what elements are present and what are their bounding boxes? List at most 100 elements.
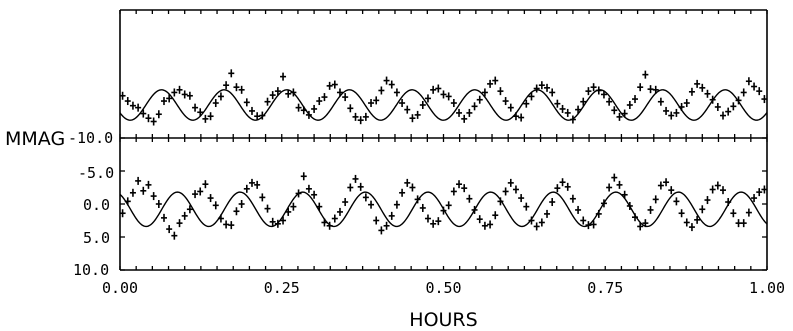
lower-data-point — [616, 180, 623, 189]
lower-data-point — [450, 187, 457, 196]
upper-data-point — [373, 96, 380, 105]
upper-data-point — [647, 85, 654, 94]
lower-data-point — [347, 183, 354, 192]
upper-data-point — [176, 85, 183, 94]
upper-data-point — [129, 101, 136, 110]
lower-data-point — [704, 196, 711, 205]
upper-data-point — [533, 84, 540, 93]
lower-data-point — [637, 222, 644, 231]
upper-data-point — [549, 88, 556, 97]
upper-data-point — [202, 114, 209, 123]
upper-data-point — [673, 108, 680, 117]
lower-data-point — [466, 194, 473, 203]
upper-data-point — [476, 95, 483, 104]
upper-data-point — [735, 96, 742, 105]
upper-data-point — [295, 103, 302, 112]
lower-data-point — [600, 199, 607, 208]
upper-data-point — [725, 107, 732, 116]
lower-data-point — [238, 200, 245, 208]
lower-data-point — [538, 218, 545, 227]
upper-data-point — [611, 106, 618, 115]
lower-data-point — [507, 178, 514, 187]
lower-data-point — [129, 188, 136, 197]
upper-data-point — [559, 104, 566, 113]
upper-data-point — [538, 81, 545, 90]
upper-data-point — [357, 116, 364, 125]
lower-data-point — [419, 203, 426, 212]
upper-data-point — [305, 110, 312, 119]
upper-data-point — [600, 90, 607, 99]
lower-data-point — [678, 209, 685, 218]
lower-data-point — [378, 226, 385, 235]
lower-data-point — [497, 197, 504, 206]
lower-data-point — [409, 183, 416, 192]
lower-data-point — [362, 193, 369, 202]
y-tick-label: -5.0 — [78, 164, 114, 182]
upper-data-point — [388, 80, 395, 89]
lower-data-point — [383, 221, 390, 230]
upper-data-point — [140, 109, 147, 118]
upper-data-point — [663, 106, 670, 115]
upper-data-point — [606, 97, 613, 106]
lower-data-point — [699, 205, 706, 214]
lower-data-point — [580, 216, 587, 225]
lower-data-point — [181, 211, 188, 220]
lower-data-point — [569, 194, 576, 203]
upper-data-point — [714, 102, 721, 111]
upper-data-point — [518, 113, 525, 122]
upper-data-point — [243, 98, 250, 107]
lower-data-point — [404, 178, 411, 187]
upper-data-point — [228, 69, 235, 78]
lower-data-point — [720, 186, 727, 195]
upper-data-point — [378, 86, 385, 95]
lower-data-point — [207, 194, 214, 203]
lower-data-point — [481, 221, 488, 230]
lower-data-point — [544, 209, 551, 218]
lower-data-point — [326, 221, 333, 230]
upper-data-point — [456, 108, 463, 117]
lower-data-point — [502, 187, 509, 196]
upper-data-point — [192, 103, 199, 112]
upper-data-point — [544, 83, 551, 92]
upper-data-point — [331, 80, 338, 89]
upper-data-point — [580, 97, 587, 106]
lower-data-point — [626, 201, 633, 210]
upper-data-point — [652, 85, 659, 94]
lower-data-point — [430, 219, 437, 228]
lower-data-point — [217, 214, 224, 223]
upper-data-point — [393, 88, 400, 97]
lower-data-point — [559, 178, 566, 187]
upper-data-point — [155, 110, 162, 119]
upper-data-point — [414, 110, 421, 119]
upper-data-point — [637, 83, 644, 92]
lower-data-point — [233, 207, 240, 216]
data-points — [119, 69, 768, 240]
y-tick-label: 5.0 — [83, 229, 110, 247]
upper-data-point — [399, 99, 406, 108]
upper-data-point — [269, 91, 276, 100]
lower-data-point — [259, 193, 266, 202]
upper-data-point — [238, 85, 245, 94]
upper-data-point — [668, 111, 675, 120]
upper-data-point — [683, 99, 690, 108]
upper-data-point — [699, 83, 706, 92]
lower-data-point — [714, 181, 721, 190]
lower-data-point — [528, 216, 535, 225]
upper-data-point — [492, 76, 499, 85]
lower-data-point — [290, 202, 297, 211]
lower-data-point — [311, 190, 318, 199]
lower-data-point — [155, 200, 162, 208]
upper-data-point — [217, 92, 224, 101]
lower-data-point — [590, 220, 597, 229]
y-tick-label: -10.0 — [68, 129, 113, 147]
lower-data-point — [368, 200, 375, 209]
upper-data-point — [419, 101, 426, 109]
lower-data-point — [735, 219, 742, 228]
tick-marks — [119, 10, 768, 271]
lower-data-point — [647, 205, 654, 214]
lower-data-point — [611, 173, 618, 182]
upper-data-point — [745, 77, 752, 86]
lower-data-point — [321, 218, 328, 227]
upper-data-point — [461, 114, 468, 123]
